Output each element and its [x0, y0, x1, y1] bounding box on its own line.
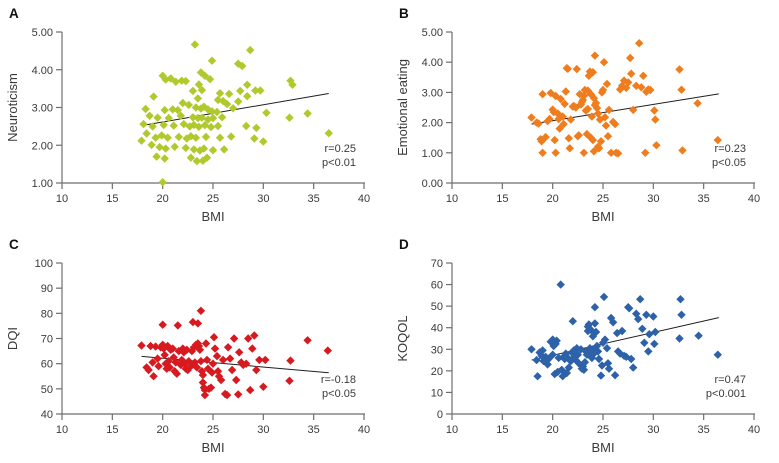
x-tick-label: 35 — [308, 424, 320, 436]
panel-c: C DQI 40 50 60 70 80 90 100 10 15 20 25 30 35 40 BMI r=-0… — [0, 231, 390, 463]
y-tick-label: 60 — [431, 280, 443, 292]
x-tick-label: 40 — [358, 193, 370, 205]
panel-c-chart: C DQI 40 50 60 70 80 90 100 10 15 20 25 30 35 40 BMI r=-0… — [5, 237, 370, 455]
x-axis-label: BMI — [201, 440, 224, 455]
p-value-label: p<0.05 — [712, 157, 746, 169]
x-tick-label: 10 — [56, 193, 68, 205]
y-tick-label: 80 — [41, 308, 53, 320]
x-tick-label: 10 — [446, 193, 458, 205]
y-tick-label: 60 — [41, 359, 53, 371]
x-tick-label: 15 — [106, 193, 118, 205]
p-value-label: p<0.001 — [706, 388, 746, 400]
x-tick-label: 30 — [647, 424, 659, 436]
r-value-label: r=-0.18 — [321, 374, 356, 386]
panel-b-chart: B Emotional eating 0.00 1.00 2.00 3.00 4.00 5.0… — [395, 6, 760, 224]
x-tick-label: 30 — [647, 193, 659, 205]
r-value-label: r=0.25 — [325, 143, 357, 155]
panel-letter: C — [9, 237, 19, 252]
data-points — [137, 40, 333, 187]
x-tick-label: 25 — [207, 193, 219, 205]
y-tick-label: 4.00 — [32, 65, 53, 77]
x-tick-label: 25 — [597, 193, 609, 205]
y-tick-label: 1.00 — [32, 178, 53, 190]
panel-letter: D — [399, 237, 409, 252]
x-tick-label: 15 — [496, 193, 508, 205]
panel-letter: A — [9, 6, 19, 21]
x-tick-label: 15 — [496, 424, 508, 436]
y-tick-label: 10 — [431, 387, 443, 399]
y-tick-label: 2.00 — [32, 140, 53, 152]
x-tick-label: 40 — [358, 424, 370, 436]
y-tick-label: 20 — [431, 366, 443, 378]
y-tick-label: 100 — [35, 258, 53, 270]
r-value-label: r=0.47 — [715, 374, 747, 386]
x-tick-label: 35 — [698, 424, 710, 436]
y-tick-label: 2.00 — [422, 118, 443, 130]
y-axis-label: Emotional eating — [395, 59, 410, 156]
y-tick-label: 3.00 — [422, 87, 443, 99]
y-axis-label: DQI — [5, 327, 20, 350]
y-axis-label: Neuroticism — [5, 73, 20, 142]
y-tick-label: 3.00 — [32, 103, 53, 115]
x-axis-label: BMI — [591, 209, 614, 224]
x-tick-label: 10 — [446, 424, 458, 436]
y-tick-label: 1.00 — [422, 148, 443, 160]
y-axis-label: KOQOL — [395, 315, 410, 361]
y-tick-label: 5.00 — [32, 27, 53, 39]
x-axis-label: BMI — [591, 440, 614, 455]
y-tick-label: 50 — [41, 384, 53, 396]
x-tick-label: 15 — [106, 424, 118, 436]
x-tick-label: 25 — [597, 424, 609, 436]
r-value-label: r=0.23 — [715, 143, 747, 155]
x-tick-label: 35 — [308, 193, 320, 205]
y-tick-label: 40 — [431, 323, 443, 335]
data-points — [527, 280, 722, 381]
p-value-label: p<0.05 — [322, 388, 356, 400]
y-tick-label: 0 — [437, 409, 443, 421]
y-tick-label: 5.00 — [422, 27, 443, 39]
panel-letter: B — [399, 6, 409, 21]
x-tick-label: 20 — [157, 424, 169, 436]
panel-a-chart: A Neuroticism 1.00 2.00 3.00 4.00 5.00 10 15 20 25… — [5, 6, 370, 224]
x-tick-label: 30 — [257, 193, 269, 205]
panel-a: A Neuroticism 1.00 2.00 3.00 4.00 5.00 10 15 20 25… — [0, 0, 390, 231]
y-tick-label: 40 — [41, 409, 53, 421]
y-tick-label: 70 — [41, 334, 53, 346]
y-tick-label: 4.00 — [422, 57, 443, 69]
y-tick-label: 70 — [431, 258, 443, 270]
x-tick-label: 20 — [547, 424, 559, 436]
x-tick-label: 25 — [207, 424, 219, 436]
x-axis-label: BMI — [201, 209, 224, 224]
y-tick-label: 90 — [41, 283, 53, 295]
data-points — [137, 306, 332, 400]
y-tick-label: 0.00 — [422, 178, 443, 190]
panel-b: B Emotional eating 0.00 1.00 2.00 3.00 4.00 5.0… — [390, 0, 779, 231]
x-tick-label: 40 — [748, 424, 760, 436]
y-tick-label: 30 — [431, 344, 443, 356]
panel-d: D KOQOL 0 10 20 30 40 50 60 70 10 15 20 25 30 35 40 BMI r=… — [390, 231, 779, 463]
x-tick-label: 20 — [547, 193, 559, 205]
x-tick-label: 35 — [698, 193, 710, 205]
y-tick-label: 50 — [431, 301, 443, 313]
x-tick-label: 30 — [257, 424, 269, 436]
x-tick-label: 10 — [56, 424, 68, 436]
p-value-label: p<0.01 — [322, 157, 356, 169]
x-tick-label: 20 — [157, 193, 169, 205]
x-tick-label: 40 — [748, 193, 760, 205]
data-points — [527, 39, 722, 158]
